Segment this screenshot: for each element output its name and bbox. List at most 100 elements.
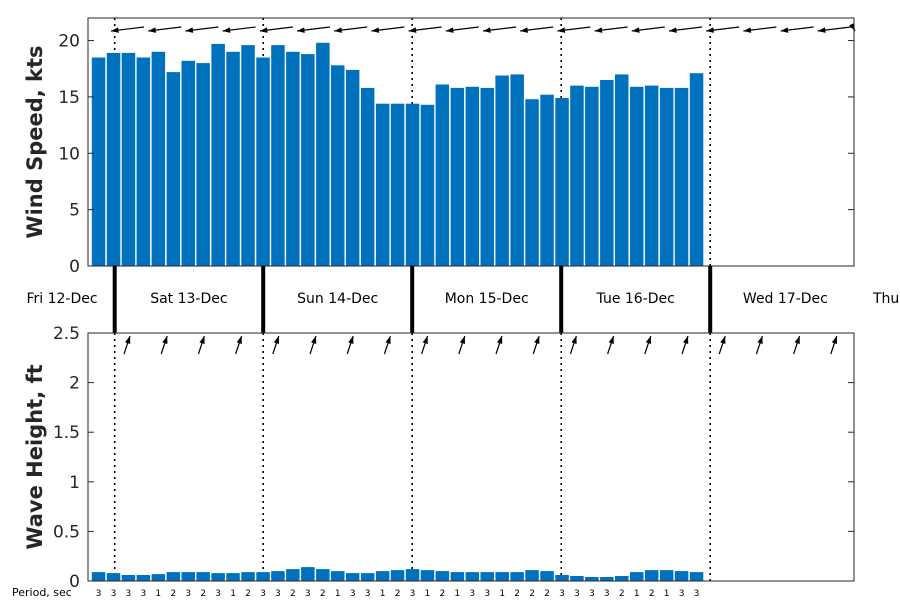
wind-bar [435,84,450,266]
wind-direction-arrow [631,26,665,33]
wind-y-tick-label: 10 [58,144,80,164]
wave-direction-arrow [681,335,689,355]
wind-bar [345,69,360,267]
period-label: 1 [499,589,505,599]
period-label: 3 [589,589,595,599]
wave-bar [345,573,360,581]
wave-bar [136,575,151,581]
wind-direction-arrow [185,26,219,33]
wave-bar [271,571,285,581]
wave-bar [435,571,450,581]
wind-bar [390,103,405,266]
period-label: 2 [649,589,655,599]
period-label: 2 [514,589,520,599]
wave-bar [450,572,465,581]
period-label: 3 [350,589,356,599]
wave-direction-arrow [458,335,466,355]
wind-direction-arrow [334,26,368,33]
wave-direction-arrow [235,335,243,355]
wind-y-tick-label: 0 [69,257,80,277]
wave-bar [106,573,121,581]
wave-bar [495,572,509,581]
wind-bar [121,52,136,267]
wind-bar [570,85,584,266]
wind-direction-arrow [296,26,331,33]
wave-bar [540,571,554,581]
wave-direction-arrow [160,335,168,355]
wave-bar [360,573,375,581]
period-label: 3 [215,589,221,599]
wind-direction-arrow [557,26,591,33]
period-label: 3 [604,589,610,599]
wind-bar [211,43,225,267]
wind-bar [585,86,599,266]
period-label: 2 [619,589,625,599]
wind-bar [420,104,435,266]
wave-panel: 0 0.5 1 1.5 2 2.5 Wave Height, ft [23,324,855,592]
period-label: 3 [141,589,147,599]
wave-y-tick-label: 2 [69,374,80,394]
wave-bar [674,571,689,581]
period-label: 2 [245,589,251,599]
wave-plot-frame [87,332,855,582]
period-label: 3 [96,589,102,599]
wind-direction-arrow [594,26,628,33]
period-label: 1 [335,589,341,599]
wind-bar [540,94,554,266]
period-label: 1 [230,589,236,599]
wind-bar [555,98,569,266]
wind-direction-arrow [148,26,182,33]
period-label: 1 [380,589,386,599]
wind-bar [659,87,674,267]
wave-bar [600,577,614,581]
wave-bar [151,574,166,581]
wind-bar [181,60,195,266]
wind-bar [510,74,524,267]
day-label: Sat 13-Dec [150,291,227,307]
wave-bar [211,573,225,581]
wave-y-tick-label: 2.5 [53,324,80,344]
wave-bar [390,570,405,581]
period-label: 2 [529,589,535,599]
day-label: Tue 16-Dec [596,291,675,307]
wave-direction-arrow [718,335,726,355]
period-label: 1 [634,589,640,599]
wave-bar [555,575,569,581]
period-label: 1 [425,589,431,599]
wind-bar [151,51,166,266]
wind-y-axis-label: Wind Speed, kts [23,45,47,238]
wind-bar [136,57,151,266]
wave-y-tick-label: 0 [69,572,80,592]
wave-bar [585,577,599,581]
period-label: 3 [275,589,281,599]
wave-bar [301,567,315,581]
period-label: 3 [574,589,580,599]
wind-direction-arrow [706,26,740,33]
day-label: Fri 12-Dec [26,291,97,307]
wave-bar [420,570,435,581]
wave-y-axis-label: Wave Height, ft [23,364,47,549]
period-label: 3 [260,589,266,599]
wind-direction-arrow [482,26,517,33]
wind-direction-arrow [445,26,479,33]
day-label: Wed 17-Dec [743,291,828,307]
wind-direction-arrow [222,26,256,33]
wave-direction-arrow [830,335,838,355]
wind-direction-arrow [371,26,405,33]
wave-bar [241,572,255,581]
wave-bar [644,570,659,581]
period-label: 2 [200,589,206,599]
period-label: 3 [185,589,191,599]
wave-bar [91,572,106,581]
wind-bar [375,103,390,266]
period-label: 1 [664,589,670,599]
period-label: 2 [290,589,296,599]
wave-bar [256,572,270,581]
period-label: 1 [155,589,161,599]
period-label: 3 [679,589,685,599]
wave-bar [181,572,195,581]
wave-bar [689,572,704,581]
wave-direction-arrow [607,335,615,355]
